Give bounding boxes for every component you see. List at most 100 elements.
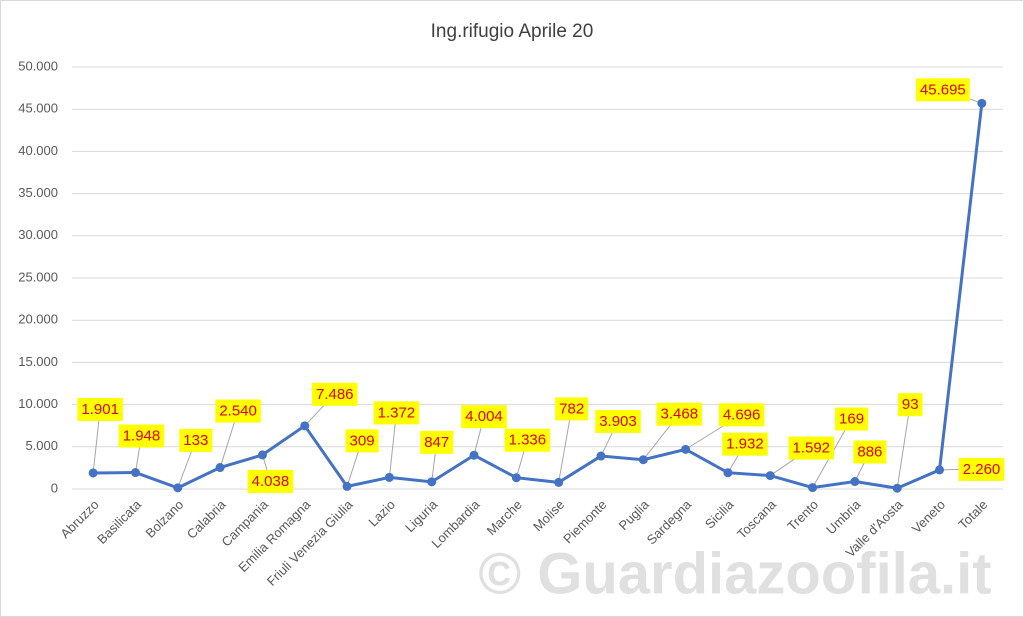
data-label-text: 4.696 [723,406,761,423]
data-label-text: 1.336 [509,432,547,449]
data-label: 2.540 [215,399,261,423]
data-label: 133 [179,428,213,452]
data-label: 309 [345,429,379,453]
y-tick-label: 40.000 [18,143,58,158]
point [977,98,987,108]
point [554,477,564,487]
data-label: 847 [420,430,454,454]
data-label-box [853,440,887,464]
point [935,465,945,475]
data-label: 45.695 [915,78,970,102]
data-label-box [461,405,507,429]
data-label: 782 [555,397,589,421]
data-label-text: 133 [183,432,208,449]
data-label-text: 45.695 [920,81,966,98]
data-label: 3.903 [595,410,641,434]
chart-title: Ing.rifugio Aprile 20 [431,21,594,42]
data-label-box [722,432,768,456]
data-label: 93 [897,393,923,417]
data-label-text: 93 [902,396,919,413]
data-label-text: 309 [350,432,375,449]
data-label: 886 [853,440,887,464]
point [892,483,902,493]
data-label-box [179,428,213,452]
watermark: © Guardiazoofila.it [478,541,991,606]
leader-line [896,404,911,489]
y-tick-label: 0 [51,480,58,495]
data-label-box [77,397,123,421]
data-label: 1.948 [118,424,165,448]
y-tick-label: 30.000 [18,227,58,242]
line-series [93,103,984,490]
data-label-text: 4.004 [465,408,503,425]
data-label-text: 169 [839,411,864,428]
data-label-box [958,457,1005,481]
data-label-text: 3.468 [661,406,699,423]
point [765,471,775,481]
data-label-box [835,407,869,431]
point [130,468,140,478]
data-label: 1.901 [77,397,123,421]
data-label: 4.696 [718,403,765,427]
data-label-text: 7.486 [316,386,354,403]
data-label-box [345,429,379,453]
data-label-text: 2.540 [219,403,257,420]
data-label: 1.336 [504,428,551,452]
data-label-box [555,397,589,421]
data-label: 4.038 [247,469,294,493]
data-label: 1.932 [722,432,768,456]
data-label-box [897,393,923,417]
point [596,451,606,461]
point [300,421,310,431]
data-label-text: 2.260 [963,461,1001,478]
data-label-box [656,402,703,426]
y-tick-label: 15.000 [18,354,58,369]
data-label: 169 [835,407,869,431]
y-tick-label: 45.000 [18,101,58,116]
data-label-box [915,78,970,102]
point [638,455,648,465]
data-label-text: 4.038 [252,473,290,490]
y-tick-label: 50.000 [18,58,58,73]
point [723,468,733,478]
data-label-box [595,410,641,434]
data-label-text: 1.372 [378,404,416,421]
data-label: 1.592 [788,436,835,460]
point [257,450,267,460]
data-label-text: 1.592 [792,440,830,457]
data-label: 7.486 [311,382,358,406]
data-label: 3.468 [656,402,703,426]
data-label-text: 1.948 [123,428,161,445]
data-label-box [118,424,165,448]
point [808,483,818,493]
data-label-box [718,403,765,427]
y-tick-label: 10.000 [18,396,58,411]
y-tick-label: 5.000 [25,438,58,453]
data-label-text: 886 [857,443,882,460]
data-label-box [420,430,454,454]
data-label-box [504,428,551,452]
y-tick-label: 20.000 [18,312,58,327]
point [511,473,521,483]
point [469,450,479,460]
point [215,463,225,473]
y-tick-label: 35.000 [18,185,58,200]
point [173,483,183,493]
data-label-box [311,382,358,406]
data-label-text: 3.903 [599,413,637,430]
data-label-box [247,469,294,493]
point [850,477,860,487]
data-label-box [215,399,261,423]
data-label-box [788,436,835,460]
point [384,472,394,482]
data-label-box [373,401,420,425]
data-label: 1.372 [373,401,420,425]
point [681,444,691,454]
data-label-text: 782 [559,400,584,417]
data-label-text: 847 [424,434,449,451]
point [88,468,98,478]
data-label-text: 1.901 [81,401,119,418]
data-label: 4.004 [461,405,507,429]
